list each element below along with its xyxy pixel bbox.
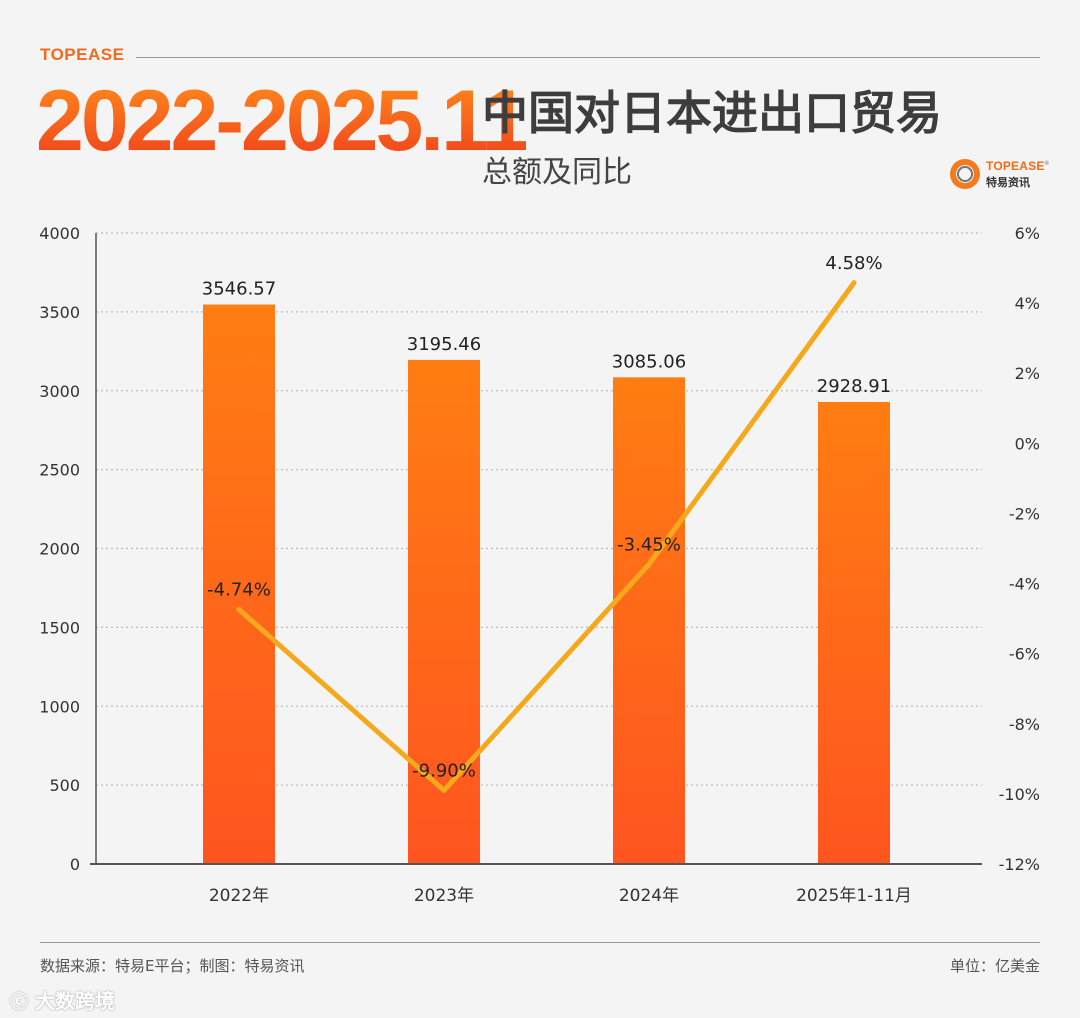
line-point xyxy=(236,606,242,612)
x-tick-label: 2024年 xyxy=(619,886,679,906)
brand-label: TOPEASE xyxy=(40,45,125,64)
x-tick-label: 2025年1-11月 xyxy=(796,886,912,906)
period-title: 2022-2025.11 xyxy=(36,73,529,169)
unit-label: 单位：亿美金 xyxy=(949,957,1040,975)
y-right-tick-label: 6% xyxy=(1015,224,1040,243)
y-right-tick-label: -10% xyxy=(999,785,1040,804)
bar xyxy=(203,304,275,865)
x-tick-label: 2023年 xyxy=(414,886,474,906)
watermark-icon: ⓒ xyxy=(10,992,28,1013)
y-right-tick-label: -2% xyxy=(1009,504,1040,523)
line-value-label: -3.45% xyxy=(617,534,681,555)
y-left-tick-label: 2500 xyxy=(39,461,80,480)
y-left-tick-label: 2000 xyxy=(39,540,80,559)
bar-value-label: 2928.91 xyxy=(817,376,891,397)
topease-logo: TOPEASE® 特易资讯 xyxy=(950,157,1049,189)
line-value-label: 4.58% xyxy=(825,253,882,274)
top-divider xyxy=(136,57,1040,58)
y-left-tick-label: 4000 xyxy=(39,224,80,243)
bar-value-label: 3546.57 xyxy=(202,279,276,300)
y-left-tick-label: 1000 xyxy=(39,697,80,716)
y-right-tick-label: 4% xyxy=(1015,294,1040,313)
logo-ring-icon xyxy=(950,159,980,189)
bar xyxy=(408,359,480,864)
logo-wordmark: TOPEASE® xyxy=(986,159,1050,173)
y-right-tick-label: 2% xyxy=(1015,364,1040,383)
line-value-label: -4.74% xyxy=(207,579,271,600)
y-left-tick-label: 3000 xyxy=(39,382,80,401)
growth-line xyxy=(236,280,857,793)
data-source: 数据来源：特易E平台；制图：特易资讯 xyxy=(40,957,305,975)
y-left-tick-label: 1500 xyxy=(39,618,80,637)
y-left-tick-label: 500 xyxy=(49,776,80,795)
y-right-tick-label: -4% xyxy=(1009,575,1040,594)
bar xyxy=(818,401,890,864)
line-point xyxy=(646,561,652,567)
logo-subtext: 特易资讯 xyxy=(986,176,1030,189)
bar-value-label: 3195.46 xyxy=(407,334,481,355)
y-right-tick-label: -8% xyxy=(1009,715,1040,734)
y-left-tick-label: 0 xyxy=(70,855,80,874)
x-tick-label: 2022年 xyxy=(209,886,269,906)
watermark: ⓒ 大数跨境 xyxy=(10,989,115,1013)
line-point xyxy=(851,280,857,286)
y-right-tick-label: -6% xyxy=(1009,645,1040,664)
page-title: 中国对日本进出口贸易 xyxy=(482,86,942,140)
footer-divider xyxy=(40,942,1040,943)
page-subtitle: 总额及同比 xyxy=(482,155,632,190)
y-left-tick-label: 3500 xyxy=(39,303,80,322)
line-value-label: -9.90% xyxy=(412,760,476,781)
y-right-tick-label: -12% xyxy=(999,855,1040,874)
y-right-tick-label: 0% xyxy=(1015,434,1040,453)
line-point xyxy=(441,787,447,793)
bar-value-label: 3085.06 xyxy=(612,351,686,372)
bar xyxy=(613,377,685,864)
